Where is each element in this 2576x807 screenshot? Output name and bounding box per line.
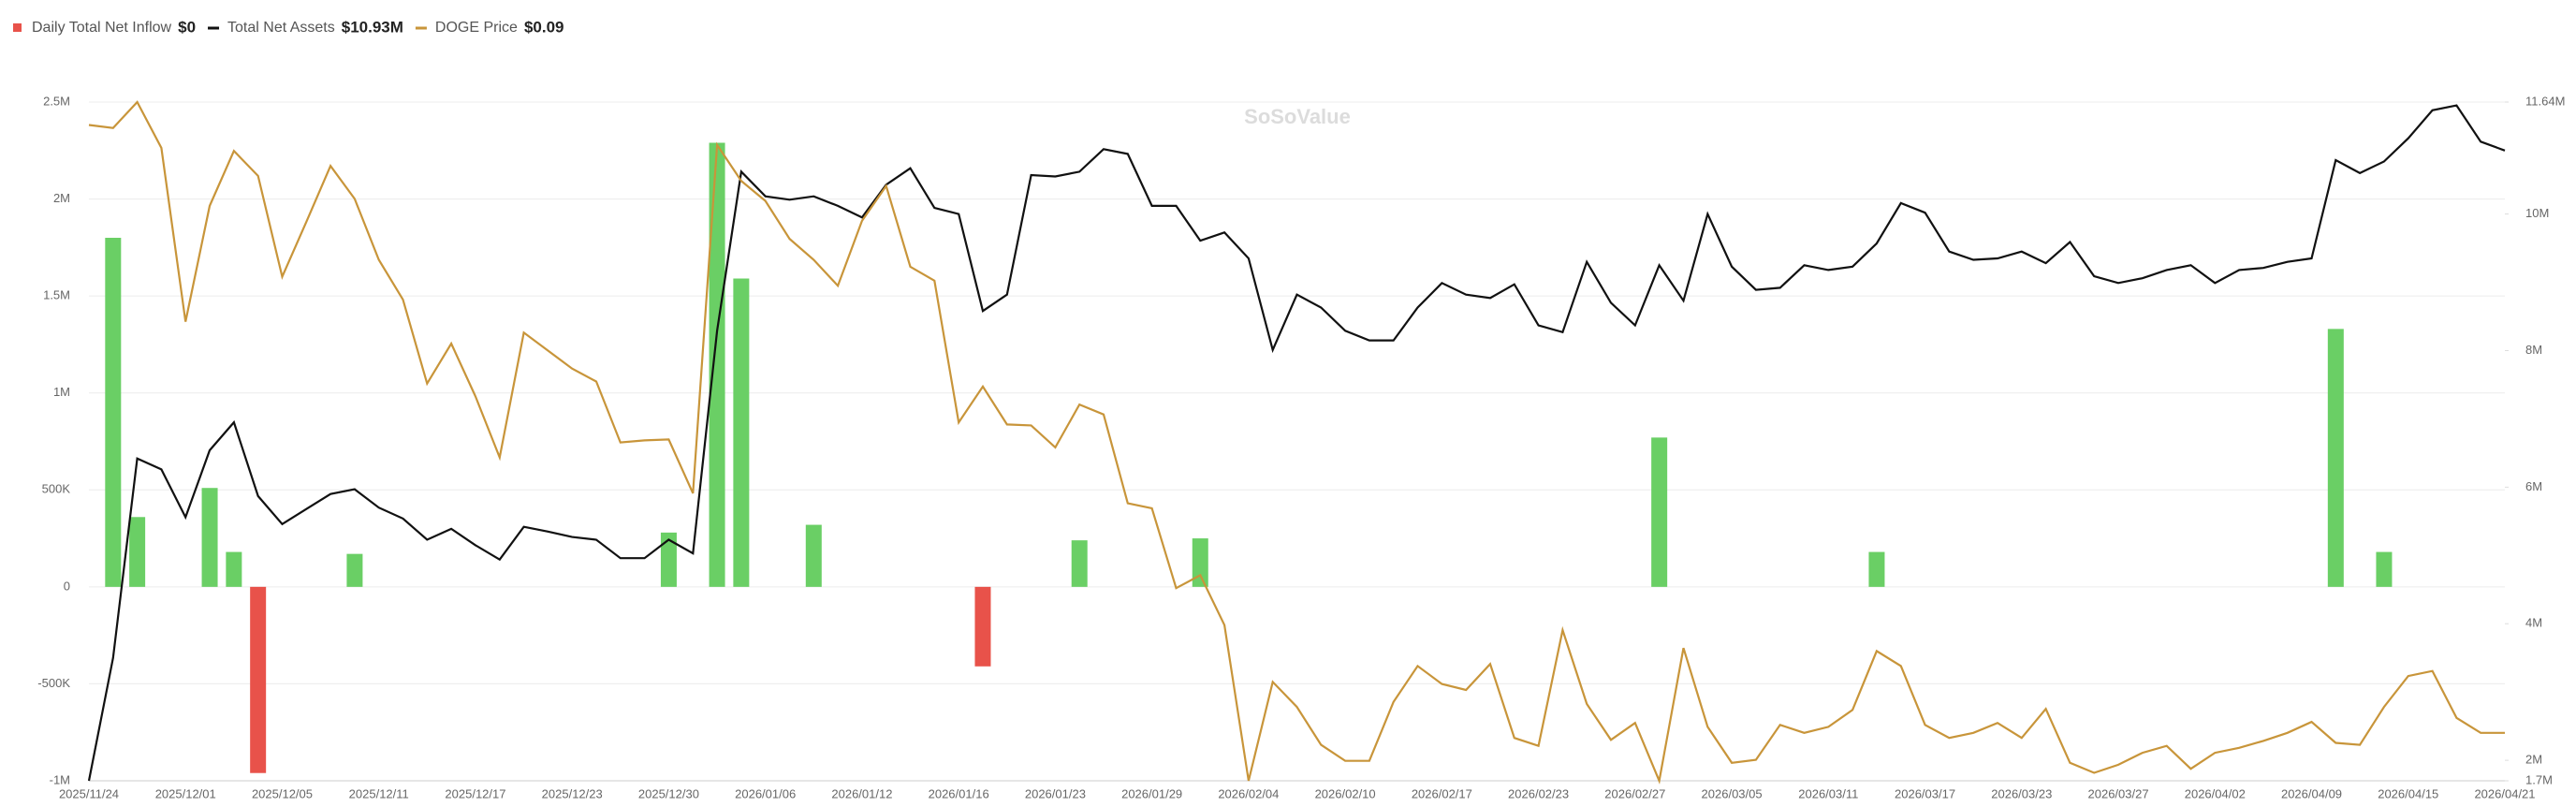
x-tick-label: 2026/03/05 [1702, 786, 1763, 800]
y-tick-label: 0 [64, 579, 70, 593]
legend-marker [13, 23, 22, 32]
x-tick-label: 2026/03/23 [1991, 786, 2052, 800]
bar [226, 551, 242, 587]
x-tick-label: 2026/02/23 [1508, 786, 1569, 800]
y-tick-label: 500K [42, 482, 71, 496]
y2-tick-label: 6M [2525, 479, 2542, 493]
x-tick-label: 2026/04/21 [2474, 786, 2535, 800]
x-tick-label: 2026/02/04 [1218, 786, 1279, 800]
x-tick-label: 2026/01/12 [831, 786, 892, 800]
y2-tick-label: 8M [2525, 343, 2542, 357]
x-tick-label: 2025/12/30 [638, 786, 699, 800]
x-tick-label: 2026/01/23 [1025, 786, 1086, 800]
y-tick-label: 2M [53, 191, 70, 205]
y-tick-label: 1M [53, 385, 70, 399]
y2-tick-label: 1.7M [2525, 772, 2553, 786]
x-tick-label: 2025/12/11 [349, 786, 409, 800]
legend-value: $0.09 [524, 18, 564, 36]
x-tick-label: 2026/01/06 [735, 786, 796, 800]
bar [1071, 540, 1088, 587]
legend-label: DOGE Price [435, 20, 518, 36]
x-tick-label: 2026/03/11 [1798, 786, 1858, 800]
bar [2376, 551, 2393, 587]
y2-tick-label: 10M [2525, 206, 2549, 220]
y-tick-label: -500K [37, 676, 70, 690]
y-tick-label: 1.5M [43, 288, 70, 302]
x-tick-label: 2026/02/27 [1604, 786, 1665, 800]
bar [1868, 551, 1885, 587]
legend-label: Daily Total Net Inflow [32, 20, 172, 36]
x-tick-label: 2026/03/17 [1895, 786, 1955, 800]
x-tick-label: 2026/01/16 [929, 786, 989, 800]
x-tick-label: 2025/12/05 [252, 786, 313, 800]
bar [660, 532, 677, 587]
x-tick-label: 2026/04/02 [2185, 786, 2246, 800]
y-tick-label: 2.5M [43, 94, 70, 108]
bar [1651, 437, 1668, 587]
legend-label: Total Net Assets [227, 20, 335, 36]
x-tick-label: 2026/03/27 [2088, 786, 2149, 800]
bar [250, 586, 267, 773]
x-tick-label: 2025/12/01 [155, 786, 216, 800]
y-tick-label: -1M [50, 772, 70, 786]
line [88, 100, 2505, 785]
x-tick-label: 2025/12/17 [445, 786, 505, 800]
bar [733, 278, 750, 587]
x-tick-label: 2025/11/24 [59, 786, 119, 800]
bar [974, 586, 991, 667]
x-tick-label: 2026/02/10 [1315, 786, 1376, 800]
line [87, 104, 2506, 782]
y2-tick-label: 11.64M [2525, 94, 2565, 108]
bar [346, 553, 363, 587]
bar [105, 238, 122, 587]
x-tick-label: 2026/01/29 [1121, 786, 1182, 800]
bar [2327, 329, 2344, 587]
bar [1192, 538, 1208, 587]
y2-tick-label: 4M [2525, 616, 2542, 630]
x-tick-label: 2026/04/09 [2281, 786, 2342, 800]
legend-value: $0 [178, 18, 196, 36]
x-tick-label: 2025/12/23 [542, 786, 603, 800]
bar [129, 517, 146, 587]
bar [805, 524, 822, 587]
legend-value: $10.93M [342, 18, 403, 36]
bar [201, 488, 218, 587]
x-tick-label: 2026/04/15 [2378, 786, 2438, 800]
watermark: SoSoValue [1244, 105, 1351, 128]
x-tick-label: 2026/02/17 [1412, 786, 1472, 800]
y2-tick-label: 2M [2525, 753, 2542, 767]
bar [709, 142, 725, 587]
